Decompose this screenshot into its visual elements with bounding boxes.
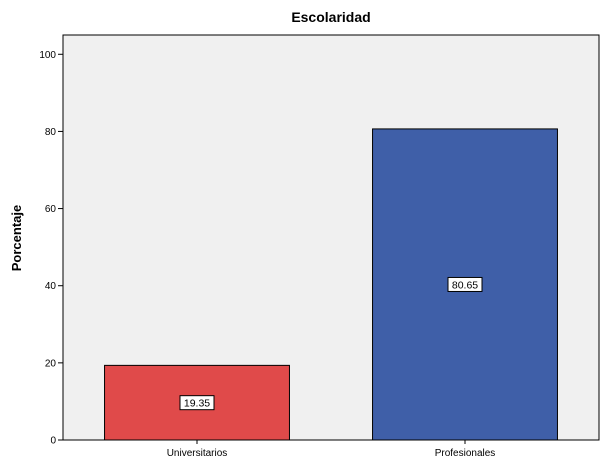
y-axis-label: Porcentaje xyxy=(9,205,24,271)
chart-title: Escolaridad xyxy=(291,9,370,25)
x-category-label: Profesionales xyxy=(435,448,496,459)
bars-group: 19.35 80.65 xyxy=(104,128,558,441)
y-tick-label: 100 xyxy=(39,50,56,61)
y-tick-label: 80 xyxy=(45,127,57,138)
y-tick-label: 40 xyxy=(45,281,57,292)
x-category-label: Universitarios xyxy=(167,448,228,459)
y-axis: 0 20 40 60 80 100 xyxy=(39,50,63,447)
x-axis: Universitarios Profesionales xyxy=(167,440,496,459)
data-label: 19.35 xyxy=(184,398,210,410)
data-label-box xyxy=(179,395,215,411)
y-tick-label: 0 xyxy=(50,436,56,447)
data-label: 80.65 xyxy=(452,279,478,291)
y-tick-label: 20 xyxy=(45,358,57,369)
data-label-box xyxy=(447,276,483,292)
y-tick-label: 60 xyxy=(45,204,57,215)
